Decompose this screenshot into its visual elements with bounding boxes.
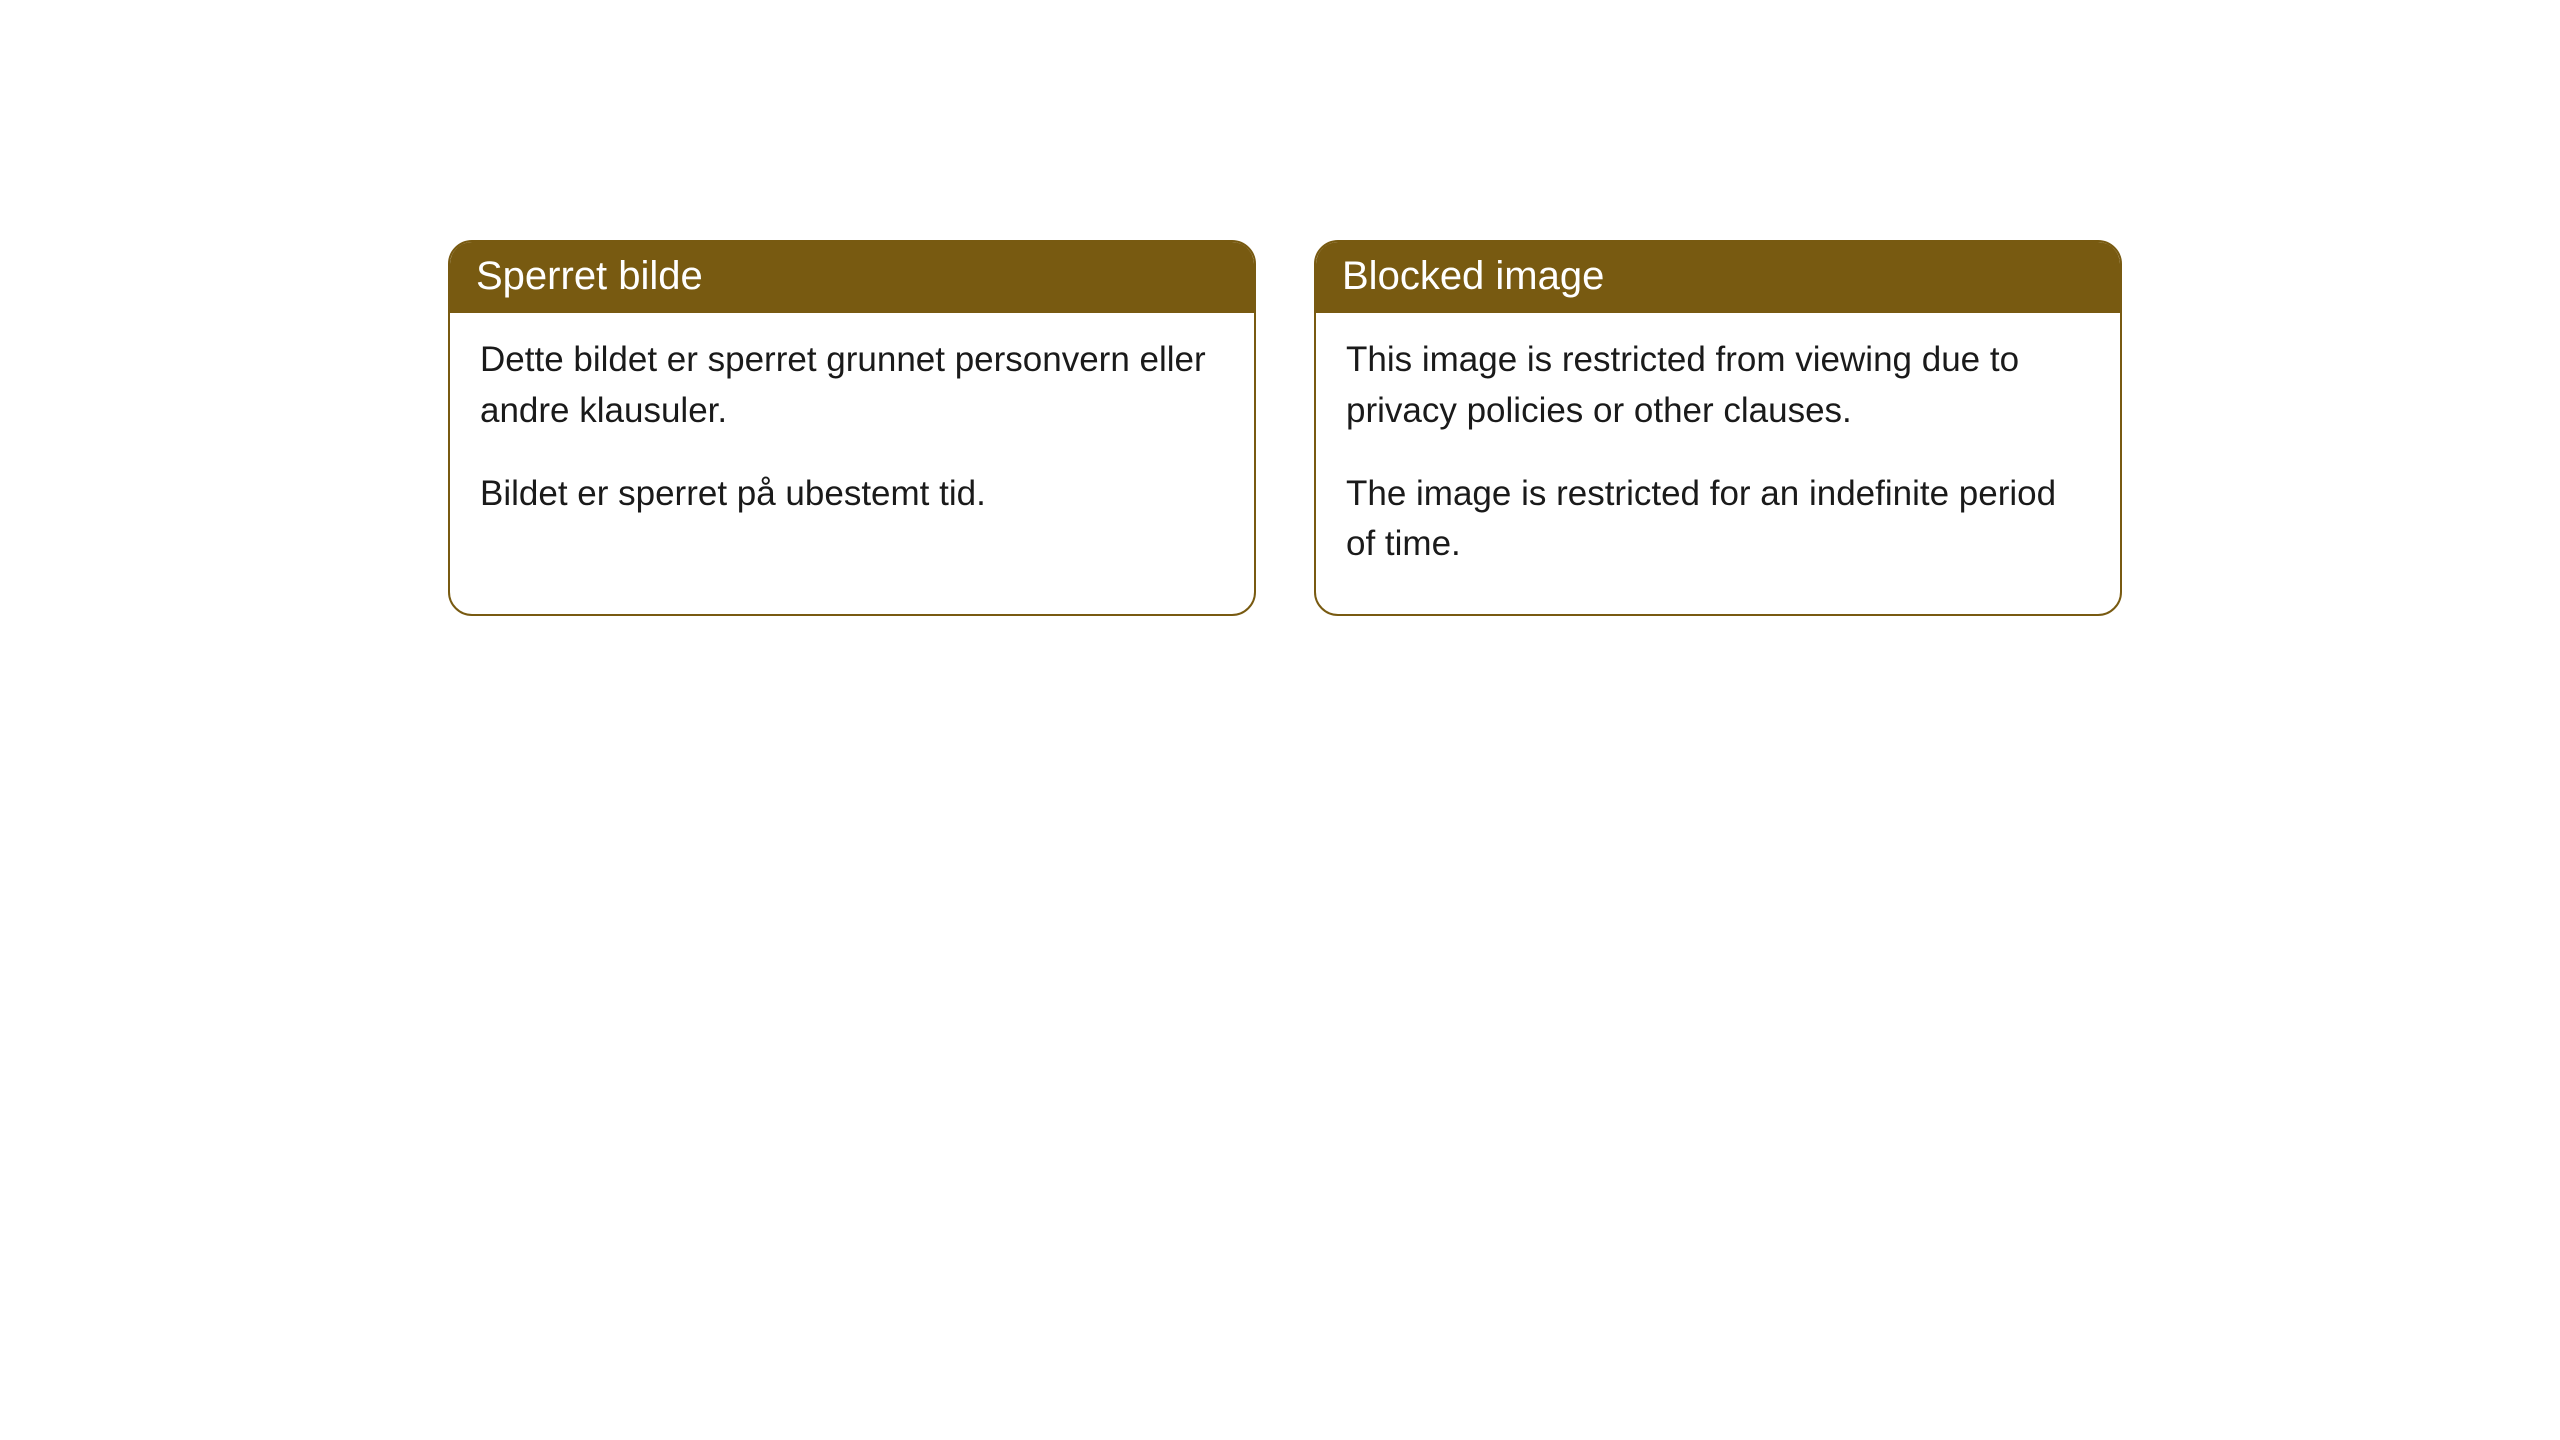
card-para2-norwegian: Bildet er sperret på ubestemt tid. [480,469,1224,520]
card-norwegian: Sperret bilde Dette bildet er sperret gr… [448,240,1256,616]
card-title-english: Blocked image [1316,242,2120,313]
card-title-norwegian: Sperret bilde [450,242,1254,313]
card-container: Sperret bilde Dette bildet er sperret gr… [0,0,2560,616]
card-body-english: This image is restricted from viewing du… [1316,313,2120,614]
card-para1-norwegian: Dette bildet er sperret grunnet personve… [480,335,1224,437]
card-body-norwegian: Dette bildet er sperret grunnet personve… [450,313,1254,563]
card-para1-english: This image is restricted from viewing du… [1346,335,2090,437]
card-para2-english: The image is restricted for an indefinit… [1346,469,2090,571]
card-english: Blocked image This image is restricted f… [1314,240,2122,616]
